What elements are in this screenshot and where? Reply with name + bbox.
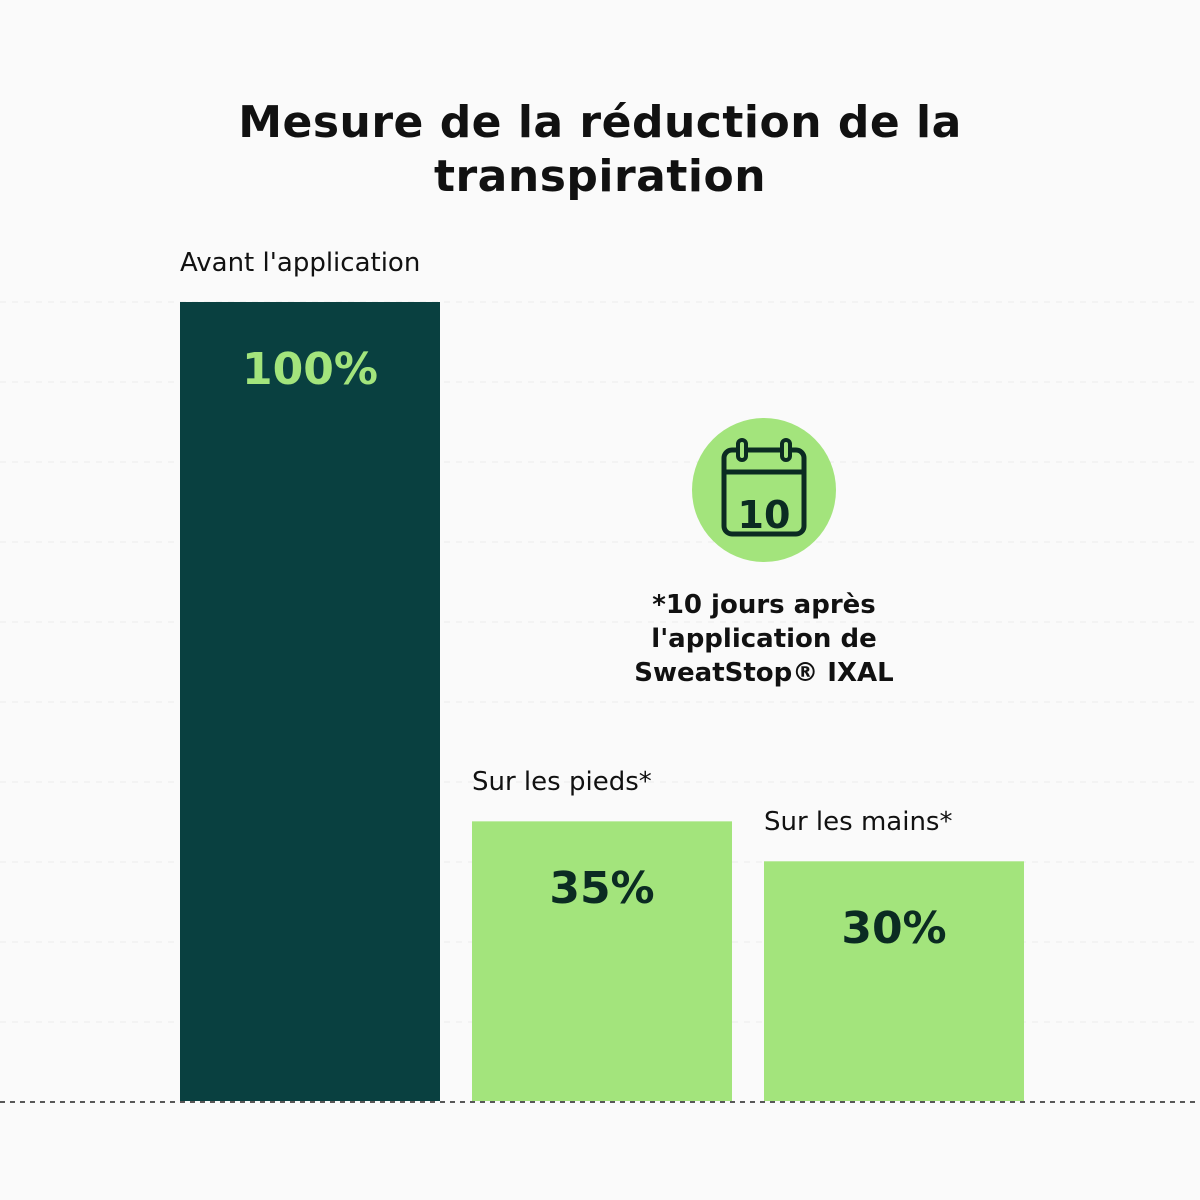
data-label-avant: 100% — [242, 344, 378, 395]
data-label-mains: 30% — [841, 903, 947, 955]
footnote-line-2: l'application de — [651, 624, 877, 654]
footnote-line-3: SweatStop® IXAL — [634, 658, 894, 688]
category-label-pieds: Sur les pieds* — [472, 767, 652, 798]
category-label-mains: Sur les mains* — [764, 807, 953, 838]
footnote: *10 jours après l'application de SweatSt… — [614, 588, 914, 690]
data-label-pieds: 35% — [549, 863, 655, 915]
calendar-day-number: 10 — [737, 493, 791, 537]
chart-title: Mesure de la réduction de la transpirati… — [0, 96, 1200, 204]
calendar-badge: 10 — [692, 418, 836, 562]
bar-1 — [472, 821, 732, 1101]
footnote-line-1: *10 jours après — [652, 590, 876, 620]
bar-0 — [180, 302, 440, 1101]
calendar-icon — [721, 438, 807, 537]
chart-title-line-2: transpiration — [433, 151, 767, 202]
chart-title-line-1: Mesure de la réduction de la — [238, 97, 962, 148]
category-label-avant: Avant l'application — [180, 248, 421, 278]
bar-2 — [764, 861, 1024, 1101]
